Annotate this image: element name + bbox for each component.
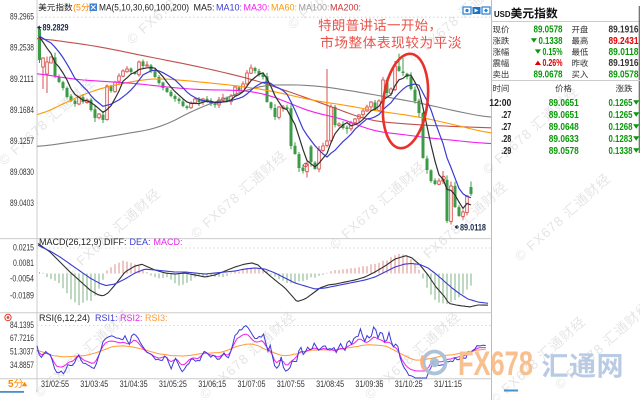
svg-text:31/06:15: 31/06:15 xyxy=(198,379,226,389)
svg-text:RSI3:: RSI3: xyxy=(145,313,168,323)
svg-text:MA(5,10,30,60,100,200): MA(5,10,30,60,100,200) xyxy=(99,3,189,13)
svg-text:31/03:45: 31/03:45 xyxy=(80,379,108,389)
svg-text:89.2111: 89.2111 xyxy=(10,74,34,84)
svg-text:31/10:25: 31/10:25 xyxy=(395,379,423,389)
svg-text:89.0678: 89.0678 xyxy=(534,69,563,80)
svg-text:89.0403: 89.0403 xyxy=(10,198,34,208)
svg-text:MA100:: MA100: xyxy=(299,3,330,13)
svg-text:0.1338: 0.1338 xyxy=(539,36,563,47)
svg-text:FX678: FX678 xyxy=(458,345,533,383)
svg-text:5: 5 xyxy=(8,379,14,390)
svg-text:31/11:15: 31/11:15 xyxy=(434,379,462,389)
svg-text:31/09:35: 31/09:35 xyxy=(355,379,383,389)
svg-text:0.15%: 0.15% xyxy=(543,47,563,58)
svg-text:31/04:35: 31/04:35 xyxy=(120,379,148,389)
svg-text:MACD:: MACD: xyxy=(154,237,183,247)
svg-text:89.0578: 89.0578 xyxy=(549,146,579,157)
svg-text:RSI(6,12,24): RSI(6,12,24) xyxy=(39,313,90,323)
svg-text:89.2829: 89.2829 xyxy=(43,23,69,34)
svg-text:89.0651: 89.0651 xyxy=(549,110,579,121)
svg-text:31/07:55: 31/07:55 xyxy=(277,379,305,389)
svg-text:MA10:: MA10: xyxy=(216,3,242,13)
svg-text:89.0651: 89.0651 xyxy=(549,98,579,109)
svg-text:89.0118: 89.0118 xyxy=(460,223,486,234)
svg-text:USD: USD xyxy=(494,10,511,19)
svg-text:89.2538: 89.2538 xyxy=(10,43,34,53)
svg-text:.27: .27 xyxy=(501,122,511,133)
svg-text:DEA:: DEA: xyxy=(130,237,151,247)
svg-text:.28: .28 xyxy=(501,134,511,145)
svg-text:89.1257: 89.1257 xyxy=(10,136,34,146)
svg-text:0.26%: 0.26% xyxy=(543,58,563,69)
svg-text:0.0081: 0.0081 xyxy=(13,258,34,268)
svg-text:34.8857: 34.8857 xyxy=(10,360,34,370)
svg-text:MA30:: MA30: xyxy=(244,3,270,13)
svg-text:31/07:05: 31/07:05 xyxy=(238,379,266,389)
svg-text:.27: .27 xyxy=(501,110,511,121)
svg-text:31/05:25: 31/05:25 xyxy=(159,379,187,389)
svg-text:89.1916: 89.1916 xyxy=(609,58,639,69)
svg-text:89.0118: 89.0118 xyxy=(609,47,639,58)
svg-text:51.3037: 51.3037 xyxy=(10,347,34,357)
svg-text:0.1283: 0.1283 xyxy=(609,134,633,145)
svg-text:89.1916: 89.1916 xyxy=(609,25,639,36)
svg-text:12:00: 12:00 xyxy=(489,98,511,109)
svg-text:(5: (5 xyxy=(73,3,81,13)
svg-text:89.0648: 89.0648 xyxy=(549,122,579,133)
svg-text:0.1338: 0.1338 xyxy=(609,146,633,157)
svg-text:0.1268: 0.1268 xyxy=(609,122,633,133)
svg-text:89.0578: 89.0578 xyxy=(534,25,563,36)
svg-text:84.1395: 84.1395 xyxy=(10,320,34,330)
svg-text:31/08:45: 31/08:45 xyxy=(316,379,344,389)
svg-text:-0.0054: -0.0054 xyxy=(10,273,34,283)
svg-text:89.0633: 89.0633 xyxy=(549,134,579,145)
svg-text:89.0830: 89.0830 xyxy=(10,167,34,177)
svg-text:MA60:: MA60: xyxy=(271,3,297,13)
svg-text:.29: .29 xyxy=(501,146,511,157)
svg-text:89.1684: 89.1684 xyxy=(10,105,34,115)
svg-text:RSI2:: RSI2: xyxy=(120,313,143,323)
svg-text:31/02:55: 31/02:55 xyxy=(41,379,69,389)
svg-text:89.2965: 89.2965 xyxy=(10,12,34,22)
svg-text:MACD(26,12,9) DIFF:: MACD(26,12,9) DIFF: xyxy=(39,237,127,247)
svg-text:RSI1:: RSI1: xyxy=(95,313,118,323)
svg-text:89.2431: 89.2431 xyxy=(609,36,639,47)
svg-text:MA5:: MA5: xyxy=(194,3,215,13)
svg-text:0.1265: 0.1265 xyxy=(609,98,633,109)
svg-text:0.0215: 0.0215 xyxy=(13,242,34,252)
svg-text:0.1265: 0.1265 xyxy=(609,110,633,121)
svg-text:MA200:: MA200: xyxy=(330,3,361,13)
svg-text:-0.0189: -0.0189 xyxy=(10,290,34,300)
svg-text:89.0578: 89.0578 xyxy=(609,69,639,80)
svg-text:67.7216: 67.7216 xyxy=(10,333,34,343)
